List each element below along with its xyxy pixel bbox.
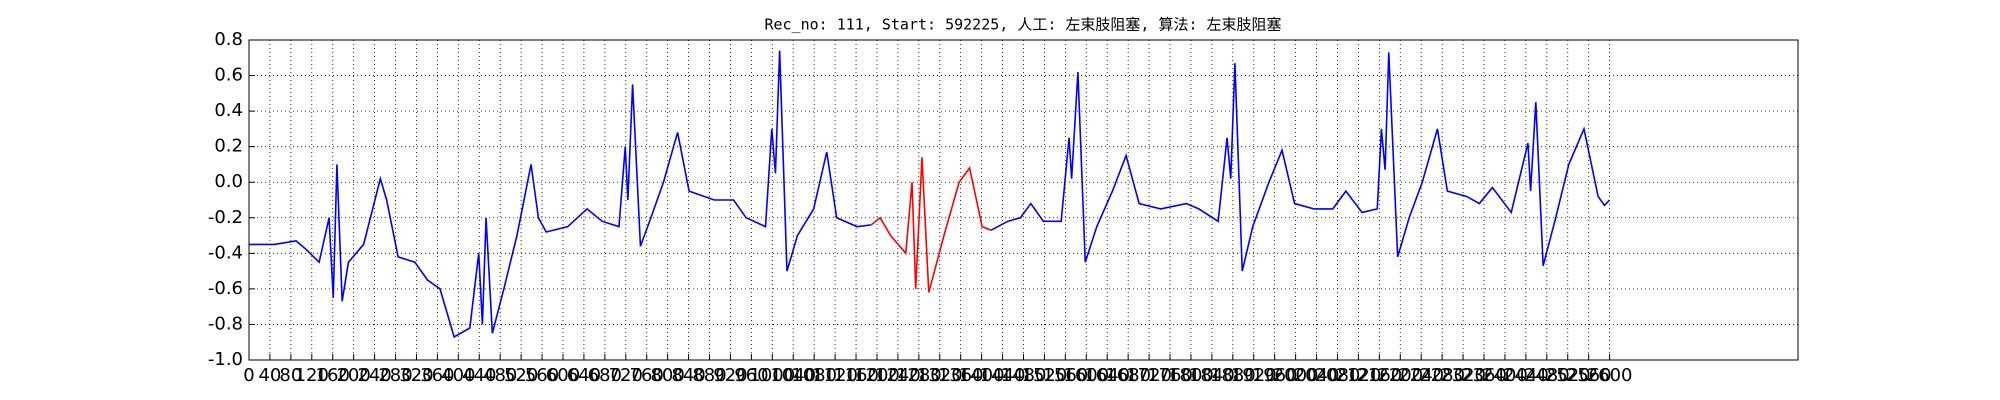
x-tick-label: 2040 [1294, 365, 1340, 386]
x-tick-label: 1920 [1231, 365, 1277, 386]
y-tick-label: -1.0 [208, 349, 243, 370]
x-tick-label: 1400 [959, 365, 1005, 386]
x-tick-label: 1760 [1147, 365, 1193, 386]
x-tick-label: 1800 [1168, 365, 1214, 386]
x-tick-label: 1480 [1001, 365, 1047, 386]
x-tick-label: 680 [588, 365, 622, 386]
x-tick-label: 960 [734, 365, 768, 386]
y-tick-label: -0.2 [208, 207, 243, 228]
x-tick-label: 2360 [1461, 365, 1507, 386]
x-tick-label: 120 [295, 365, 329, 386]
x-tick-label: 80 [279, 365, 302, 386]
x-tick-label: 1360 [938, 365, 984, 386]
ecg-line [990, 52, 1611, 272]
x-tick-label: 1840 [1189, 365, 1235, 386]
x-tick-label: 920 [713, 365, 747, 386]
x-tick-label: 2520 [1545, 365, 1591, 386]
x-tick-label: 1120 [812, 365, 858, 386]
y-tick-label: 0.2 [214, 136, 243, 157]
x-tick-label: 360 [420, 365, 454, 386]
x-tick-label: 1240 [875, 365, 921, 386]
y-tick-label: 0.8 [214, 29, 243, 50]
x-tick-label: 240 [357, 365, 391, 386]
x-tick-label: 1600 [1063, 365, 1109, 386]
x-tick-label: 320 [399, 365, 433, 386]
x-tick-label: 560 [525, 365, 559, 386]
x-tick-label: 2560 [1566, 365, 1612, 386]
x-tick-label: 2200 [1377, 365, 1423, 386]
x-tick-label: 1160 [833, 365, 879, 386]
x-tick-label: 840 [671, 365, 705, 386]
x-tick-label: 40 [258, 365, 281, 386]
x-tick-label: 200 [336, 365, 370, 386]
plot-frame [248, 39, 1799, 361]
y-tick-label: 0.4 [214, 100, 243, 121]
x-tick-label: 1880 [1210, 365, 1256, 386]
y-tick-label: 0.0 [214, 171, 243, 192]
x-tick-label: 2240 [1398, 365, 1444, 386]
x-tick-label: 1200 [854, 365, 900, 386]
x-tick-label: 160 [316, 365, 350, 386]
y-tick-label: -0.4 [208, 242, 243, 263]
x-tick-label: 520 [504, 365, 538, 386]
y-tick-label: 0.6 [214, 65, 243, 86]
x-tick-label: 1720 [1126, 365, 1172, 386]
x-tick-label: 2000 [1273, 365, 1319, 386]
x-tick-label: 2120 [1336, 365, 1382, 386]
x-tick-label: 800 [650, 365, 684, 386]
x-tick-label: 640 [567, 365, 601, 386]
x-tick-label: 2080 [1315, 365, 1361, 386]
x-tick-label: 1680 [1105, 365, 1151, 386]
x-tick-label: 440 [462, 365, 496, 386]
x-tick-label: 880 [692, 365, 726, 386]
x-tick-label: 2160 [1356, 365, 1402, 386]
x-tick-label: 1080 [791, 365, 837, 386]
x-tick-label: 2600 [1587, 365, 1633, 386]
x-tick-label: 2280 [1419, 365, 1465, 386]
x-tick-label: 1040 [770, 365, 816, 386]
x-tick-label: 2440 [1503, 365, 1549, 386]
ecg-line [870, 157, 992, 293]
x-tick-label: 0 [243, 365, 254, 386]
x-tick-label: 600 [546, 365, 580, 386]
x-tick-label: 400 [441, 365, 475, 386]
x-tick-label: 2320 [1440, 365, 1486, 386]
x-tick-label: 1000 [749, 365, 795, 386]
x-tick-label: 2400 [1482, 365, 1528, 386]
ecg-line [249, 50, 872, 339]
y-tick-label: -0.8 [208, 313, 243, 334]
x-tick-label: 720 [609, 365, 643, 386]
x-tick-label: 760 [630, 365, 664, 386]
chart-title: Rec_no: 111, Start: 592225, 人工: 左束肢阻塞, 算… [764, 16, 1281, 34]
x-tick-label: 1560 [1042, 365, 1088, 386]
x-tick-label: 1320 [917, 365, 963, 386]
x-tick-label: 280 [378, 365, 412, 386]
x-tick-label: 1440 [980, 365, 1026, 386]
x-tick-label: 2480 [1524, 365, 1570, 386]
x-tick-label: 1960 [1252, 365, 1298, 386]
x-tick-label: 480 [483, 365, 517, 386]
y-tick-label: -0.6 [208, 278, 243, 299]
x-tick-label: 1520 [1022, 365, 1068, 386]
x-tick-label: 1640 [1084, 365, 1130, 386]
x-tick-label: 1280 [896, 365, 942, 386]
